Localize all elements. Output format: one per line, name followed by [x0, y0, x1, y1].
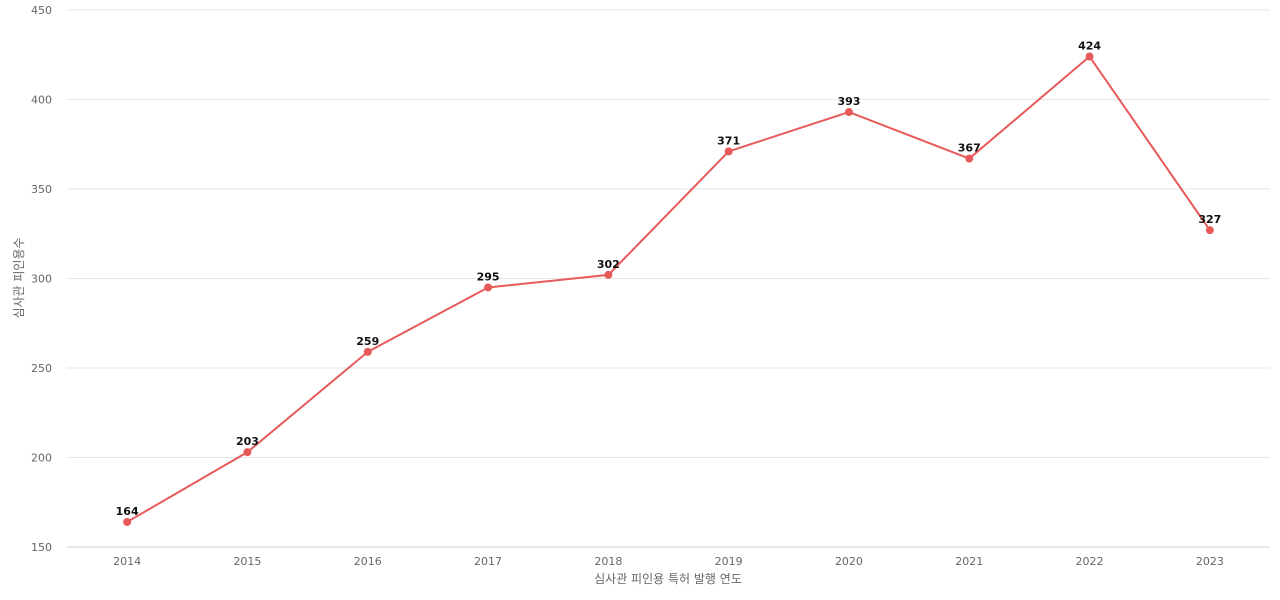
x-axis-ticks: 2014 2015 2016 2017 2018 2019 2020 2021 2022 2023 [113, 555, 1224, 568]
data-label: 203 [236, 435, 259, 448]
y-tick-label: 150 [31, 541, 52, 554]
data-point [363, 347, 372, 356]
data-point [724, 147, 733, 156]
y-tick-label: 300 [31, 273, 52, 286]
x-tick-label: 2021 [955, 555, 983, 568]
point-layer [123, 52, 1214, 526]
x-axis-title: 심사관 피인용 특허 발행 연도 [594, 571, 742, 586]
x-tick-label: 2015 [233, 555, 261, 568]
data-label: 424 [1078, 40, 1101, 53]
y-axis-ticks: 150 200 250 300 350 400 450 [31, 4, 52, 554]
y-tick-label: 400 [31, 94, 52, 107]
y-tick-label: 200 [31, 452, 52, 465]
data-point [1205, 226, 1214, 235]
x-tick-label: 2016 [354, 555, 382, 568]
data-label: 295 [477, 270, 500, 283]
x-tick-label: 2017 [474, 555, 502, 568]
x-tick-label: 2014 [113, 555, 141, 568]
x-tick-label: 2023 [1196, 555, 1224, 568]
data-label: 164 [116, 505, 139, 518]
data-label: 327 [1198, 213, 1221, 226]
data-point [844, 108, 853, 117]
series-line [126, 55, 1211, 523]
y-axis-title: 심사관 피인용수 [12, 237, 26, 318]
data-point [243, 448, 252, 457]
x-tick-label: 2018 [594, 555, 622, 568]
data-point [1085, 52, 1094, 61]
data-point [604, 270, 613, 279]
data-label-layer: 164 203 259 295 302 371 393 367 424 327 [116, 40, 1222, 518]
y-tick-label: 450 [31, 4, 52, 17]
grid-layer [67, 9, 1270, 548]
data-label: 367 [958, 142, 981, 155]
data-label: 393 [837, 95, 860, 108]
x-tick-label: 2019 [715, 555, 743, 568]
data-point [484, 283, 493, 292]
data-point [123, 517, 132, 526]
data-label: 259 [356, 335, 379, 348]
data-label: 371 [717, 134, 740, 147]
y-tick-label: 250 [31, 362, 52, 375]
series-layer [126, 55, 1211, 523]
data-point [965, 154, 974, 163]
data-label: 302 [597, 258, 620, 271]
y-tick-label: 350 [31, 183, 52, 196]
x-tick-label: 2022 [1076, 555, 1104, 568]
x-tick-label: 2020 [835, 555, 863, 568]
